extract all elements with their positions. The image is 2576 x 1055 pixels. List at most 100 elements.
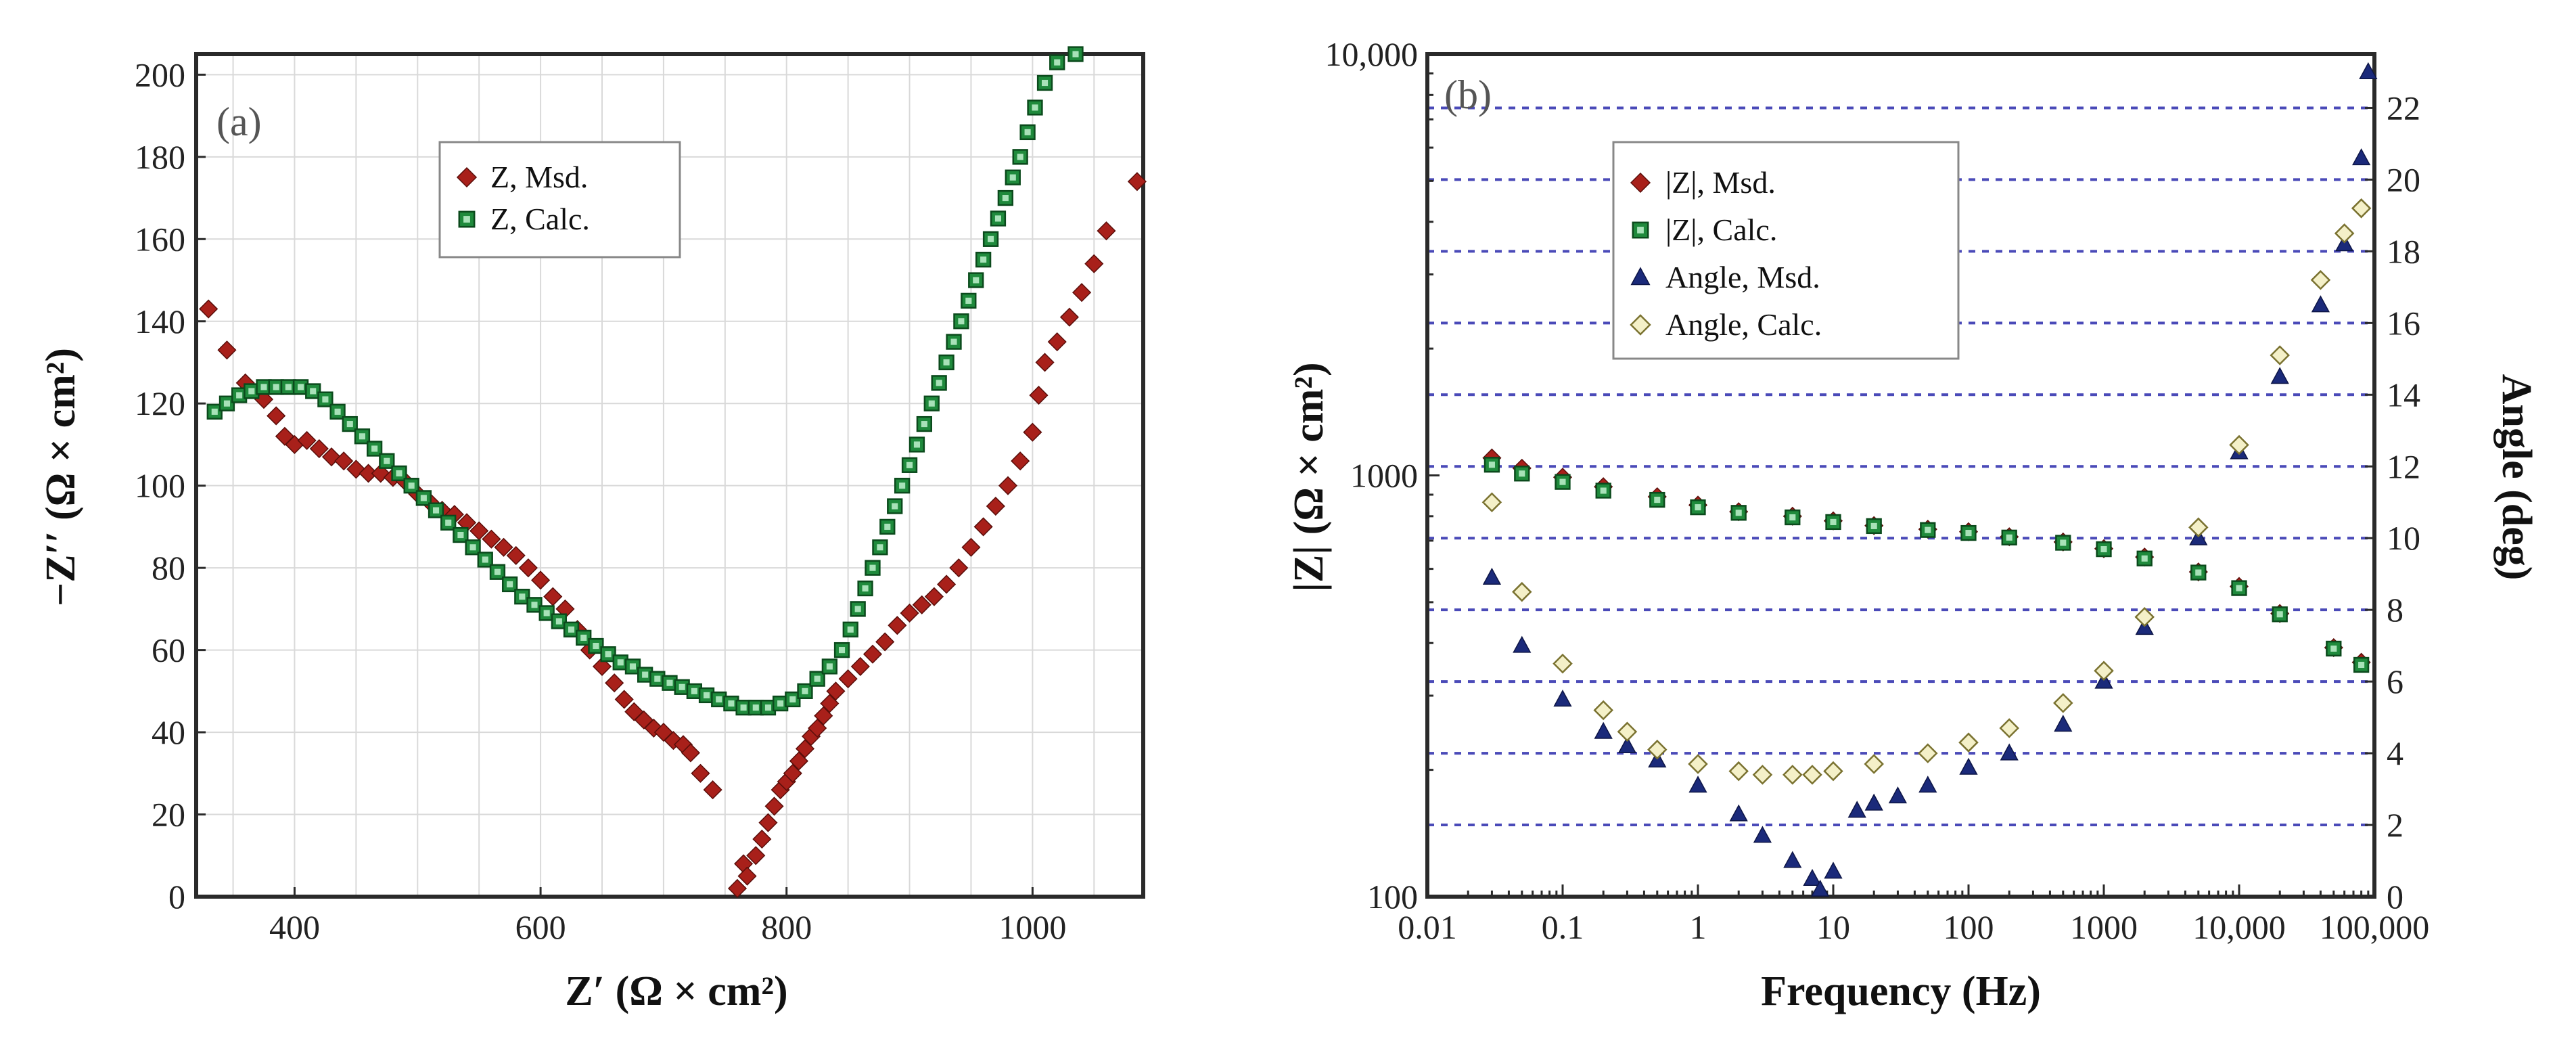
panel-a-point-calc-highlight — [884, 523, 891, 530]
panel-a-legend-marker — [456, 166, 478, 188]
panel-a-point-msd — [217, 340, 237, 360]
panel-b-point-2 — [1959, 757, 1978, 775]
panel-b-point-2 — [1729, 804, 1748, 822]
panel-a-point-msd — [506, 545, 526, 565]
panel-b-point-3 — [1617, 721, 1638, 742]
panel-b-point-2 — [1918, 776, 1937, 793]
panel-a-point-msd — [1011, 451, 1030, 471]
panel-b-label: (b) — [1444, 72, 1492, 117]
panel-b-legend-box — [1612, 141, 1960, 360]
panel-a-ticks: 0 20 40 60 80 100 120 140 160 180 200 400 600 800 1000 — [135, 55, 1066, 946]
panel-a-point-calc-highlight — [728, 700, 735, 707]
panel-a-y-tick-label: 20 — [152, 796, 185, 834]
panel-a-point-calc-highlight — [654, 675, 661, 682]
panel-a-point-calc-highlight — [236, 392, 243, 399]
panel-b-point-3 — [1958, 732, 1979, 753]
panel-a-point-msd — [924, 587, 944, 606]
panel-a-y-tick-label: 180 — [135, 138, 185, 176]
panel-a-point-calc-highlight — [629, 663, 637, 670]
panel-b-left-y-axis-title: |Z| (Ω × cm²) — [1286, 362, 1332, 591]
panel-b-legend-label: |Z|, Msd. — [1665, 165, 1776, 200]
panel-a-point-calc-highlight — [928, 400, 935, 407]
panel-a-point-calc-highlight — [980, 256, 987, 263]
panel-b-point-1-highlight — [1559, 478, 1566, 485]
panel-a-point-calc-highlight — [716, 696, 722, 703]
panel-b-right-tick-label: 18 — [2387, 232, 2420, 270]
panel-b-point-3 — [1728, 761, 1749, 782]
panel-b-legend-label: Angle, Msd. — [1665, 260, 1820, 294]
panel-a-point-calc-highlight — [211, 408, 218, 415]
panel-b-left-tick-label: 1000 — [1350, 457, 1418, 495]
panel-a-point-calc-highlight — [223, 400, 231, 407]
panel-a-y-tick-label: 60 — [152, 631, 185, 669]
panel-a-point-msd — [592, 656, 612, 676]
panel-a-point-calc-highlight — [740, 704, 747, 711]
panel-a-point-calc-highlight — [838, 647, 846, 654]
panel-b-points — [1481, 62, 2378, 897]
panel-b-x-tick-label: 100 — [1944, 908, 1994, 946]
panel-a-point-calc-highlight — [285, 384, 292, 390]
panel-a-point-calc-highlight — [973, 277, 980, 284]
panel-a-point-msd — [1097, 221, 1116, 241]
panel-b-x-tick-label: 0.1 — [1542, 908, 1584, 946]
panel-a-point-calc-highlight — [1002, 195, 1009, 202]
panel-a-series-0 — [199, 172, 1147, 898]
panel-a-point-calc-highlight — [877, 544, 883, 551]
panel-b-right-tick-label: 14 — [2387, 376, 2420, 413]
panel-a-point-msd — [1029, 386, 1049, 405]
panel-a-point-msd — [814, 706, 833, 725]
panel-a-point-calc-highlight — [1054, 59, 1061, 66]
panel-a-point-calc-highlight — [482, 556, 488, 563]
panel-b-point-1-highlight — [2276, 611, 2283, 618]
panel-a-point-msd — [783, 763, 802, 783]
panel-a-point-calc-highlight — [408, 482, 415, 489]
panel-a-point-calc-highlight — [273, 384, 279, 390]
panel-b-point-2 — [2352, 148, 2371, 166]
panel-b-point-3 — [1823, 761, 1843, 782]
panel-b-point-1-highlight — [1965, 530, 1972, 537]
panel-b-point-2 — [1811, 879, 1830, 897]
panel-b-point-1-highlight — [2060, 539, 2067, 546]
panel-b-x-tick-label: 10 — [1816, 908, 1850, 946]
panel-a-point-calc-highlight — [958, 318, 965, 325]
panel-a-point-msd — [482, 529, 501, 549]
panel-b-point-2 — [1847, 801, 1866, 818]
panel-a-x-tick-label: 1000 — [998, 908, 1066, 946]
panel-a-label: (a) — [216, 99, 262, 144]
panel-b-legend-marker-highlight — [1637, 227, 1644, 233]
panel-b-point-1-highlight — [2100, 546, 2107, 553]
panel-b-point-1-highlight — [1519, 470, 1525, 477]
panel-a-point-calc-highlight — [432, 507, 440, 514]
panel-a-point-calc-highlight — [617, 659, 624, 666]
panel-a-legend-box — [438, 141, 681, 259]
panel-b-point-1-highlight — [2330, 645, 2337, 652]
panel-a-point-calc-highlight — [346, 421, 353, 428]
panel-a-point-calc-highlight — [555, 618, 562, 625]
panel-b-right-y-axis-title: Angle (deg) — [2493, 374, 2539, 581]
panel-b-point-1-highlight — [1870, 522, 1877, 529]
panel-a-point-msd — [727, 878, 748, 898]
panel-b-right-tick-label: 8 — [2387, 591, 2404, 629]
panel-a-point-calc-highlight — [1024, 129, 1031, 135]
panel-a-point-msd — [850, 656, 870, 676]
panel-a-point-msd — [614, 690, 634, 709]
panel-a-point-calc-highlight — [568, 626, 575, 633]
panel-b-point-1-highlight — [1488, 462, 1495, 468]
panel-a-y-tick-label: 120 — [135, 384, 185, 422]
panel-a-y-tick-label: 140 — [135, 302, 185, 340]
panel-b-point-3 — [1481, 492, 1502, 513]
panel-a-point-calc-highlight — [666, 679, 673, 686]
panel-b-x-axis-title: Frequency (Hz) — [1761, 968, 2041, 1014]
panel-a-point-calc-highlight — [248, 388, 255, 395]
panel-a-point-msd — [543, 587, 563, 606]
panel-b-left-tick-label: 10,000 — [1325, 35, 1419, 73]
panel-a-y-tick-label: 40 — [152, 713, 185, 751]
panel-a-point-msd — [494, 537, 513, 557]
panel-b-point-2 — [1617, 736, 1637, 753]
panel-a-point-calc-highlight — [593, 642, 599, 650]
panel-b-point-2 — [2311, 295, 2330, 313]
panel-b-right-tick-label: 12 — [2387, 447, 2420, 485]
panel-b-point-1-highlight — [1735, 510, 1742, 516]
panel-a-point-msd — [1084, 254, 1104, 273]
panel-a-point-msd — [758, 813, 778, 832]
